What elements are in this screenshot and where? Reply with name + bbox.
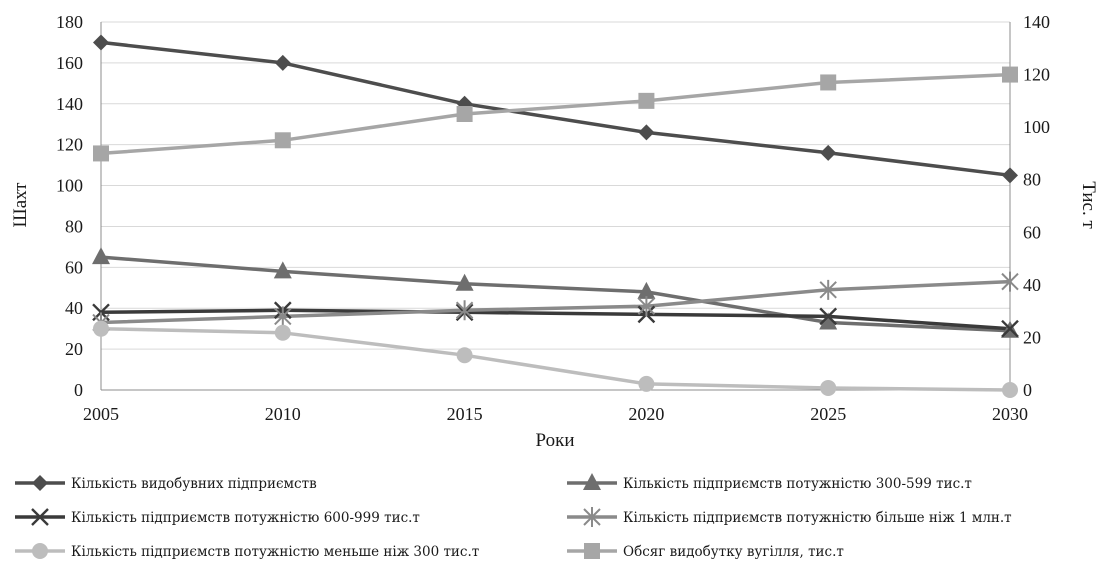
x-tick-label: 2025 bbox=[810, 404, 846, 424]
series-1-point bbox=[820, 145, 836, 161]
legend-label: Кількість підприємств потужністю 300-599… bbox=[623, 476, 972, 492]
right-y-tick-label: 60 bbox=[1023, 222, 1041, 242]
right-y-tick-label: 0 bbox=[1023, 380, 1032, 400]
series-6-point bbox=[93, 145, 109, 161]
series-5-point bbox=[457, 347, 473, 363]
legend-label: Кількість підприємств потужністю більше … bbox=[623, 510, 1012, 526]
legend-marker bbox=[584, 543, 600, 559]
x-axis-title: Роки bbox=[536, 430, 575, 451]
legend-marker bbox=[32, 475, 48, 491]
left-y-tick-label: 80 bbox=[65, 216, 83, 236]
series-5-point bbox=[275, 325, 291, 341]
legend-label: Обсяг видобутку вугілля, тис.т bbox=[623, 544, 844, 560]
left-y-tick-label: 120 bbox=[56, 135, 83, 155]
legend-marker bbox=[32, 543, 48, 559]
legend-label: Кількість підприємств потужністю 600-999… bbox=[71, 510, 420, 526]
right-y-tick-label: 120 bbox=[1023, 65, 1050, 85]
left-y-tick-label: 140 bbox=[56, 94, 83, 114]
x-tick-label: 2005 bbox=[83, 404, 119, 424]
right-y-tick-label: 40 bbox=[1023, 275, 1041, 295]
left-y-tick-label: 180 bbox=[56, 12, 83, 32]
x-tick-label: 2010 bbox=[265, 404, 301, 424]
x-tick-label: 2015 bbox=[447, 404, 483, 424]
left-y-tick-label: 100 bbox=[56, 176, 83, 196]
series-1-point bbox=[275, 55, 291, 71]
series-5-point bbox=[820, 380, 836, 396]
series-6-point bbox=[1002, 67, 1018, 83]
x-tick-label: 2020 bbox=[628, 404, 664, 424]
series-1-point bbox=[1002, 167, 1018, 183]
left-y-tick-label: 160 bbox=[56, 53, 83, 73]
gridlines bbox=[101, 22, 1010, 349]
series-6-point bbox=[457, 106, 473, 122]
left-y-tick-labels: 0 20 40 60 80 100 120 140 160 180 bbox=[56, 12, 83, 400]
right-axis-title: Тис. т bbox=[1078, 181, 1096, 229]
legend-label: Кількість підприємств потужністю меньше … bbox=[71, 544, 479, 560]
series-6-point bbox=[820, 74, 836, 90]
left-y-tick-label: 0 bbox=[74, 380, 83, 400]
series-lines bbox=[101, 42, 1010, 390]
series-6-point bbox=[275, 132, 291, 148]
left-axis-title: Шахт bbox=[10, 182, 31, 228]
axes bbox=[101, 22, 1010, 390]
left-y-tick-label: 20 bbox=[65, 339, 83, 359]
series-5-point bbox=[638, 376, 654, 392]
right-y-tick-label: 80 bbox=[1023, 170, 1041, 190]
series-5-point bbox=[1002, 382, 1018, 398]
series-1-point bbox=[638, 124, 654, 140]
series-line-5 bbox=[101, 329, 1010, 390]
right-y-tick-label: 20 bbox=[1023, 327, 1041, 347]
right-y-tick-labels: 0 20 40 60 80 100 120 140 bbox=[1023, 12, 1050, 400]
series-6-point bbox=[638, 93, 654, 109]
right-y-tick-label: 100 bbox=[1023, 117, 1050, 137]
series-line-6 bbox=[101, 75, 1010, 154]
legend-label: Кількість видобувних підприємств bbox=[71, 476, 317, 492]
series-markers bbox=[92, 34, 1019, 398]
legend: Кількість видобувних підприємств Кількіст… bbox=[15, 473, 1012, 560]
series-2-point bbox=[92, 247, 110, 264]
left-y-tick-label: 60 bbox=[65, 257, 83, 277]
series-5-point bbox=[93, 321, 109, 337]
x-tick-labels: 2005 2010 2015 2020 2025 2030 bbox=[83, 404, 1028, 424]
series-1-point bbox=[93, 34, 109, 50]
right-y-tick-label: 140 bbox=[1023, 12, 1050, 32]
left-y-tick-label: 40 bbox=[65, 298, 83, 318]
x-tick-label: 2030 bbox=[992, 404, 1028, 424]
